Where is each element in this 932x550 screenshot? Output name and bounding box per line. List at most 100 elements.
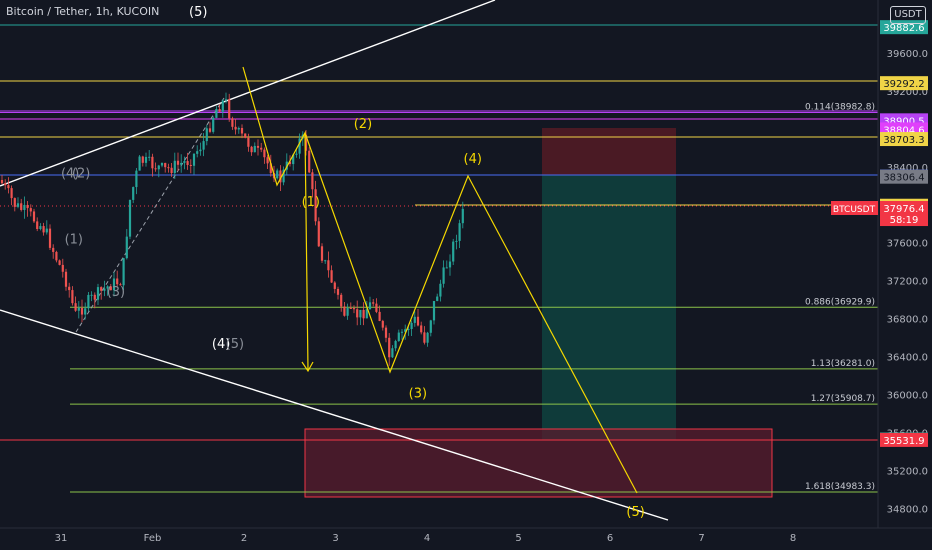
candle [375,298,378,314]
wave-label: (3) [409,386,427,401]
candle [228,93,231,122]
candle [109,283,112,291]
candle-body [404,329,407,332]
price-tick-label: 39200.0 [887,87,928,98]
candle-body [336,288,340,295]
candle-body [52,247,55,252]
candle-body [189,164,192,166]
price-label: 37976.4 [880,200,928,215]
candle [448,254,452,276]
candle-body [276,170,279,179]
candle-body [180,162,183,165]
candle-body [343,306,346,316]
candle [170,163,173,177]
candle [292,153,295,171]
currency-badge[interactable]: USDT [890,6,926,24]
candle-body [432,300,436,321]
candle-body [314,189,317,222]
candle [282,166,285,186]
candle [378,305,381,322]
price-label: 38703.3 [880,132,928,147]
arrow-head [301,361,314,373]
candle [397,329,400,342]
candle-body [311,172,314,190]
candle-body [167,167,170,169]
fib-level-label: 1.13(36281.0) [811,359,875,369]
candle [224,92,228,104]
price-label-bg [880,200,928,215]
stop-loss-zone [542,128,676,175]
candle [26,200,29,217]
candle-body [119,284,122,286]
candle [100,286,103,300]
price-label-bg [880,169,928,184]
candle [432,300,436,325]
price-label-bg [880,432,928,447]
candle-body [68,286,71,291]
candle [103,280,106,297]
candle [352,305,356,314]
candle [205,125,208,146]
candle [317,217,320,248]
candle [128,199,132,240]
candle [458,219,461,249]
price-label-text: 38900.5 [883,116,924,127]
candle [429,319,432,337]
candle-body [439,283,442,297]
candle [234,118,237,135]
candle-body [452,241,455,262]
wave-label: (2) [354,117,372,132]
candle [39,223,42,231]
candle [436,293,439,302]
price-label: 35531.9 [880,432,928,447]
candle [23,196,26,219]
candle [183,156,186,170]
candle [36,217,39,232]
price-tick-label: 36800.0 [887,315,928,326]
candle-body [292,154,295,165]
candle [426,331,429,347]
candle-body [164,162,167,168]
price-label-text: 39882.6 [883,23,924,34]
candle-body [224,99,228,101]
candle-body [20,203,23,210]
candle [215,106,218,119]
candle [240,124,244,139]
candle [10,185,13,206]
candle [407,325,410,336]
candle [400,328,404,340]
candle-body [413,316,416,323]
candle [413,311,416,327]
time-tick-label: 31 [55,533,68,544]
candle [384,325,388,343]
candle [13,197,16,212]
candle-body [445,267,448,269]
candle-body [384,327,388,338]
candle [90,291,93,302]
candle [196,145,199,158]
candle [237,126,240,134]
time-tick-label: 8 [790,533,796,544]
candle [346,303,349,320]
time-tick-label: 4 [424,533,430,544]
candle-body [199,149,202,152]
candle-body [221,100,224,112]
candle-body [263,149,266,158]
candle [173,152,176,180]
candle-body [397,332,400,342]
candle [167,163,170,173]
candle-body [448,261,452,268]
candle-body [93,294,96,300]
candle-body [4,183,7,186]
candle-body [36,221,39,229]
target-zone-box [304,428,773,498]
candle-body [61,264,64,272]
candle [116,270,119,287]
candle [180,154,183,173]
candle [231,116,234,130]
candle-body [394,341,397,349]
candle [52,244,55,259]
candle [71,286,74,306]
